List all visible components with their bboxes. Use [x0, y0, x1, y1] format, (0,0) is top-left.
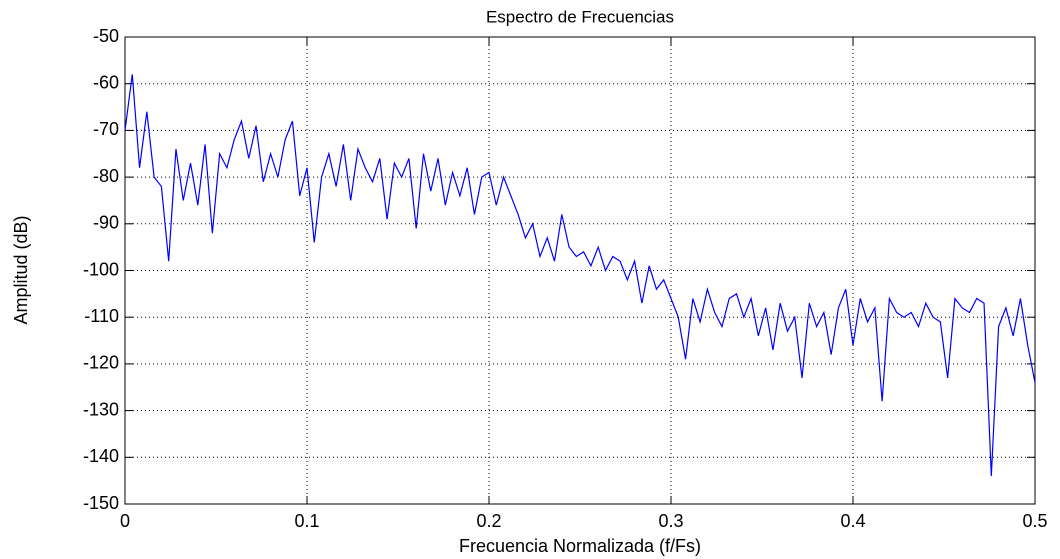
y-tick-label: -150 [83, 493, 119, 513]
y-tick-label: -70 [93, 119, 119, 139]
y-tick-label: -50 [93, 26, 119, 46]
y-tick-label: -80 [93, 166, 119, 186]
x-tick-label: 0.3 [658, 511, 683, 531]
data-line [124, 74, 1036, 477]
y-tick-label: -90 [93, 213, 119, 233]
x-tick-label: 0.4 [840, 511, 865, 531]
x-tick-label: 0.2 [476, 511, 501, 531]
x-tick-label: 0 [120, 511, 130, 531]
y-tick-label: -110 [84, 306, 119, 326]
x-tick-label: 0.1 [294, 511, 319, 531]
y-tick-label: -140 [83, 446, 119, 466]
y-tick-label: -60 [93, 72, 119, 92]
y-tick-label: -100 [83, 259, 119, 279]
x-tick-label: 0.5 [1022, 511, 1047, 531]
y-tick-label: -130 [83, 399, 119, 419]
x-axis-label: Frecuencia Normalizada (f/Fs) [459, 536, 701, 556]
plot-frame [124, 36, 1036, 505]
chart-title: Espectro de Frecuencias [486, 7, 674, 26]
y-tick-label: -120 [83, 353, 119, 373]
y-axis-label: Amplitud (dB) [11, 215, 31, 324]
